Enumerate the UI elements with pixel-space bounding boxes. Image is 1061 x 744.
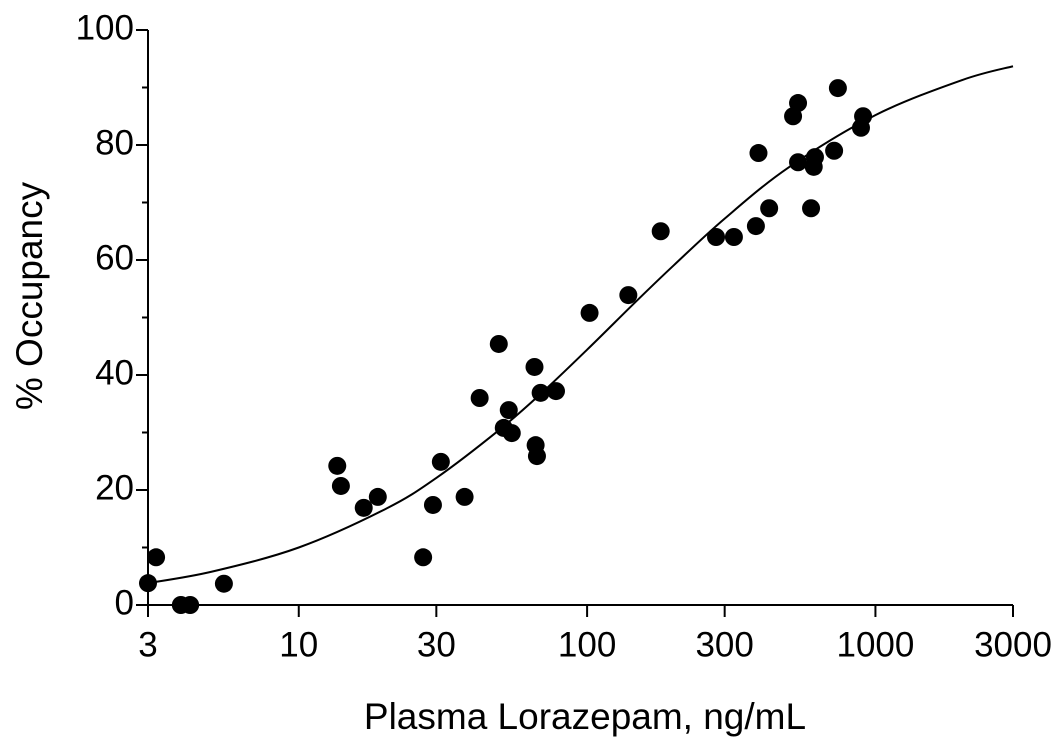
data-point [825,141,844,160]
data-point [651,222,670,241]
data-point [789,94,808,113]
data-point [502,424,521,443]
x-tick-label: 30 [417,625,456,664]
data-point [489,334,508,353]
data-point [331,476,350,495]
data-point [707,228,726,246]
data-point [746,217,765,236]
data-point [749,144,768,163]
data-point [546,382,565,401]
data-point [525,357,544,376]
data-point [499,401,518,420]
data-point [414,548,433,567]
data-point [181,596,200,614]
x-tick-label: 100 [558,625,616,664]
data-point [423,495,442,514]
y-tick-label: 40 [95,353,134,392]
data-point [368,487,387,506]
x-tick-label: 300 [695,625,753,664]
data-point [580,303,599,322]
y-tick-label: 60 [95,238,134,277]
data-point [802,199,821,218]
x-tick-label: 3 [138,625,157,664]
data-point [760,199,779,218]
data-point [527,447,546,466]
y-tick-label: 0 [115,583,134,622]
data-point [147,548,166,567]
y-tick-label: 100 [76,8,134,47]
data-point [828,79,847,98]
x-tick-label: 3000 [974,625,1052,664]
y-tick-label: 80 [95,123,134,162]
fit-curve [147,65,1014,585]
x-tick-label: 10 [279,625,318,664]
data-point [619,286,638,305]
data-point [354,498,373,517]
data-point [724,228,743,246]
data-point [214,574,233,593]
data-point [470,389,489,407]
data-point [455,487,474,506]
data-point [854,107,873,126]
x-axis-title: Plasma Lorazepam, ng/mL [364,696,806,737]
data-point [328,456,347,475]
x-tick-label: 1000 [836,625,914,664]
y-tick-label: 20 [95,468,134,507]
y-axis-title: % Occupancy [9,181,50,410]
data-point [431,452,450,471]
